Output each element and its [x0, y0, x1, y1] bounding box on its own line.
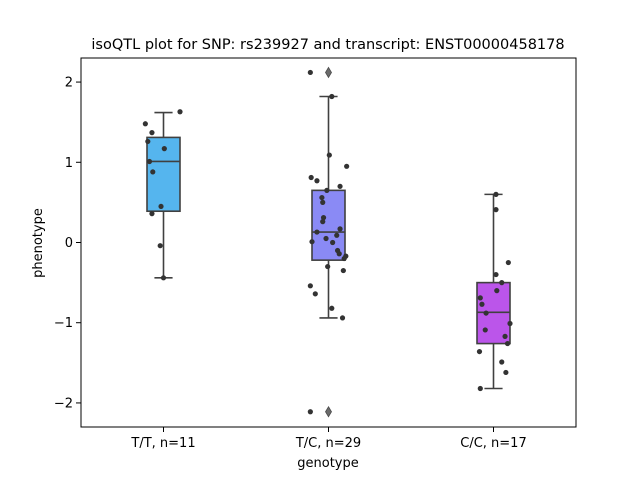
data-point: [476, 348, 483, 355]
data-point: [320, 199, 326, 205]
data-point: [161, 146, 167, 152]
data-point: [499, 359, 505, 365]
data-point: [320, 219, 326, 225]
data-point: [314, 178, 320, 184]
data-point: [504, 340, 511, 347]
axes: −2 −1 0 1 2 T/T, n=11 T/C, n=29 C/C, n=17: [54, 76, 527, 451]
data-point: [319, 194, 325, 201]
data-point: [330, 239, 336, 246]
chart-title: isoQTL plot for SNP: rs239927 and transc…: [91, 37, 564, 53]
data-point: [307, 409, 313, 415]
strip-points-2: [307, 69, 350, 415]
data-point: [329, 305, 335, 311]
strip-points-3: [476, 191, 513, 392]
data-point: [329, 93, 335, 100]
data-point: [150, 169, 156, 175]
x-tick-label: T/T, n=11: [130, 436, 195, 451]
data-point: [320, 215, 327, 221]
data-point: [142, 121, 148, 127]
outlier-marker: [325, 405, 332, 418]
strip-points-1: [142, 109, 183, 281]
data-point: [341, 255, 347, 262]
data-point: [477, 295, 483, 301]
data-point: [482, 327, 488, 333]
data-point: [493, 207, 499, 213]
data-point: [312, 291, 318, 297]
x-tick-label: T/C, n=29: [295, 436, 361, 451]
data-point: [340, 267, 346, 274]
data-point: [160, 275, 167, 281]
data-point: [309, 239, 315, 245]
x-tick-label: C/C, n=17: [460, 436, 526, 451]
data-point: [324, 187, 330, 193]
data-point: [158, 203, 164, 210]
box-group-3: [476, 193, 511, 390]
data-point: [505, 259, 511, 266]
data-point: [146, 158, 153, 165]
data-point: [314, 229, 320, 235]
box-group-1: [146, 111, 181, 279]
data-point: [334, 232, 340, 238]
data-point: [493, 191, 499, 197]
data-point: [344, 163, 350, 169]
data-point: [339, 315, 346, 321]
data-point: [502, 333, 508, 339]
y-axis-title: phenotype: [31, 208, 46, 278]
data-point: [157, 243, 163, 249]
data-point: [499, 280, 505, 286]
data-point: [503, 369, 509, 376]
y-tick-label: 1: [65, 156, 73, 171]
data-point: [337, 226, 343, 232]
data-point: [323, 235, 329, 242]
data-point: [336, 251, 342, 257]
box-iqr: [311, 189, 346, 261]
data-point: [307, 283, 313, 289]
y-tick-label: −1: [54, 316, 73, 331]
outlier-marker: [325, 66, 332, 79]
data-point: [149, 130, 155, 136]
y-tick-label: 0: [65, 236, 73, 251]
plot-area: [142, 66, 513, 418]
y-tick-label: 2: [65, 76, 73, 91]
data-point: [149, 211, 155, 217]
data-point: [177, 109, 183, 115]
y-tick-label: −2: [54, 396, 73, 411]
data-point: [494, 288, 500, 294]
data-point: [337, 183, 343, 189]
data-point: [477, 385, 483, 392]
data-point: [308, 174, 314, 181]
data-point: [479, 301, 485, 307]
box-group-2: [311, 66, 346, 418]
data-point: [493, 271, 499, 278]
data-point: [483, 310, 489, 316]
data-point: [307, 69, 313, 76]
box-iqr: [476, 281, 511, 345]
data-point: [145, 138, 151, 145]
data-point: [507, 320, 513, 327]
data-point: [326, 152, 332, 158]
x-axis-title: genotype: [297, 456, 358, 471]
data-point: [325, 263, 331, 270]
